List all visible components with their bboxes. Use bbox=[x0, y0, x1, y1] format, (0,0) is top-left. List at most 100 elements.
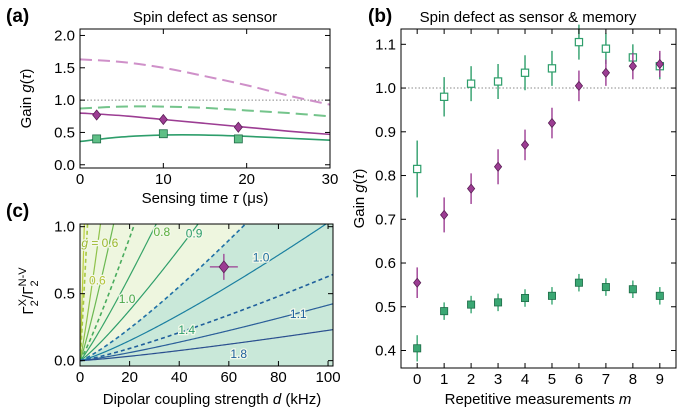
contour-line bbox=[80, 224, 199, 362]
panel-label: (b) bbox=[368, 6, 392, 27]
panel-label: (a) bbox=[6, 6, 29, 27]
plot-frame bbox=[79, 223, 334, 367]
x-tick-label: 10 bbox=[155, 171, 172, 188]
x-tick-label: 20 bbox=[238, 171, 255, 188]
x-axis-label: Dipolar coupling strength d (kHz) bbox=[103, 391, 321, 408]
data-point bbox=[466, 183, 476, 194]
y-tick-label: 2.0 bbox=[54, 27, 75, 44]
y-axis-label-part: τ bbox=[18, 72, 35, 79]
x-axis-label-part: m bbox=[619, 391, 632, 408]
data-point bbox=[521, 294, 530, 303]
contour-line bbox=[80, 224, 157, 362]
y-tick-label: 0.4 bbox=[375, 343, 396, 360]
y-tick-label: 1.1 bbox=[375, 36, 396, 53]
data-point bbox=[520, 68, 530, 77]
x-tick-label: 0 bbox=[76, 171, 84, 188]
plot-frame bbox=[400, 28, 677, 369]
panel-b: (b) Spin defect as sensor & memory 0 1 2 3 4 5 6… bbox=[351, 6, 677, 408]
panel-c: (c) g = 0.6 0.6 0.8 1.0 0.9 1.0 1.4 1.1 1.8 0 20 40 6… bbox=[6, 201, 341, 408]
contour-line bbox=[80, 329, 333, 362]
x-axis-label: Repetitive measurements m bbox=[445, 391, 632, 408]
chart-title: Spin defect as sensor & memory bbox=[420, 9, 637, 26]
y-axis-label-part: Γ bbox=[20, 286, 37, 294]
data-point bbox=[574, 37, 584, 47]
data-point bbox=[413, 277, 422, 288]
y-tick-label: 0.8 bbox=[375, 168, 396, 185]
data-point bbox=[601, 67, 611, 78]
contour-label: 1.0 bbox=[253, 250, 270, 264]
plot-frame bbox=[79, 28, 331, 169]
data-point bbox=[92, 134, 102, 144]
y-axis-label-part: g bbox=[351, 184, 368, 193]
contour-area: g = 0.6 0.6 0.8 1.0 0.9 1.0 1.4 1.1 1.8 bbox=[80, 224, 333, 366]
x-tick-label: 0 bbox=[413, 371, 421, 388]
contour-label: 0.6 bbox=[89, 273, 106, 287]
x-tick-label: 1 bbox=[440, 371, 448, 388]
x-tick-label: 8 bbox=[629, 371, 637, 388]
y-axis-label-part: Gain bbox=[18, 93, 35, 129]
series-line bbox=[79, 134, 331, 143]
x-tick-label: 6 bbox=[575, 371, 583, 388]
data-point bbox=[601, 283, 610, 292]
data-point bbox=[233, 134, 243, 144]
x-tick-label: 4 bbox=[521, 371, 529, 388]
x-axis-label-part: (μs) bbox=[238, 190, 268, 207]
data-point bbox=[494, 298, 503, 307]
x-axis-label-part: Repetitive measurements bbox=[445, 391, 619, 408]
data-point bbox=[440, 209, 449, 221]
series-line bbox=[79, 58, 331, 106]
x-axis-label-part: Dipolar coupling strength bbox=[103, 391, 273, 408]
y-tick-label: 1.0 bbox=[54, 92, 75, 109]
x-tick-label: 60 bbox=[220, 369, 237, 386]
y-axis-label-part: g bbox=[18, 84, 35, 93]
y-axis-label-part: Gain bbox=[351, 193, 368, 229]
data-point bbox=[413, 344, 422, 353]
panel-a: (a) Spin defect as sensor 0 10 20 30 0.0 0.5 1.0… bbox=[6, 6, 338, 207]
data-point bbox=[158, 113, 168, 126]
y-axis-label-part: Γ bbox=[20, 306, 37, 314]
data-point bbox=[655, 58, 664, 70]
x-tick-label: 40 bbox=[171, 369, 188, 386]
x-axis-label: Sensing time τ (μs) bbox=[142, 190, 269, 207]
contour-label: 0.8 bbox=[154, 225, 171, 239]
x-tick-label: 9 bbox=[656, 371, 664, 388]
contour-line bbox=[80, 303, 333, 362]
data-point bbox=[92, 109, 102, 121]
y-axis-label-part: X bbox=[17, 298, 29, 306]
data-point bbox=[655, 291, 664, 300]
data-point bbox=[601, 44, 611, 53]
contour-line bbox=[80, 273, 333, 362]
contour-label: 1.8 bbox=[230, 347, 247, 361]
data-point bbox=[520, 139, 530, 151]
chart-title: Spin defect as sensor bbox=[133, 9, 277, 26]
data-point bbox=[547, 291, 556, 300]
x-tick-label: 2 bbox=[467, 371, 475, 388]
contour-label: 1.1 bbox=[290, 307, 307, 321]
y-axis-label: Gain g(τ) bbox=[18, 69, 35, 129]
contour-line bbox=[80, 224, 102, 361]
x-tick-label: 20 bbox=[121, 369, 138, 386]
contour-label: 1.0 bbox=[119, 292, 136, 306]
y-axis-label-part: τ bbox=[351, 172, 368, 179]
contour-line bbox=[80, 224, 136, 362]
y-axis-label: Gain g(τ) bbox=[351, 169, 368, 229]
y-tick-label: 1.0 bbox=[375, 80, 396, 97]
y-tick-label: 0.7 bbox=[375, 211, 396, 228]
data-point bbox=[466, 79, 476, 88]
highlight-point bbox=[218, 260, 230, 274]
data-point bbox=[467, 300, 476, 309]
data-point bbox=[233, 121, 243, 133]
data-point bbox=[493, 161, 503, 172]
y-axis-label-part: 2 bbox=[29, 280, 41, 286]
x-tick-label: 100 bbox=[316, 369, 341, 386]
contour-line bbox=[80, 224, 328, 362]
y-axis-label-part: ( bbox=[18, 79, 35, 84]
data-point bbox=[628, 61, 637, 72]
y-tick-label: 0.9 bbox=[375, 124, 396, 141]
x-tick-label: 7 bbox=[602, 371, 610, 388]
contour-line bbox=[80, 224, 115, 361]
data-point bbox=[574, 278, 583, 287]
y-tick-label: 0.6 bbox=[375, 255, 396, 272]
y-axis-label-part: N-V bbox=[17, 267, 29, 287]
